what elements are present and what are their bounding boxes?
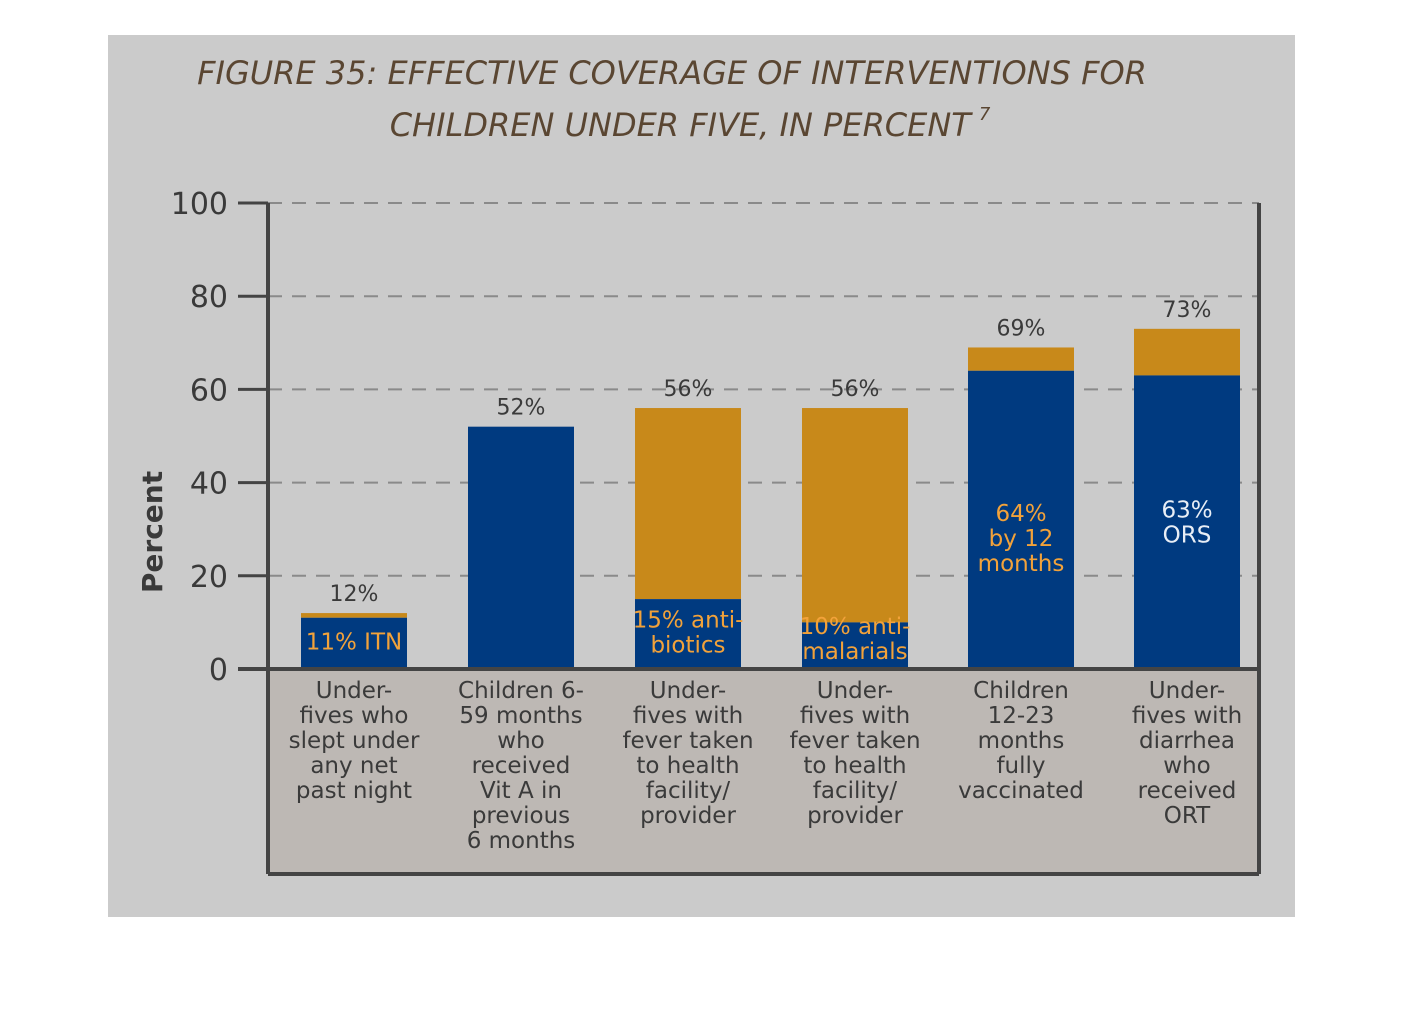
bar-effective-label-line: 15% anti- [633,608,744,634]
x-category-label: Children 6-59 months who received Vit A in p… [458,678,584,854]
x-category-label: Under-fives with fever taken to health faci… [789,678,920,829]
bar-total-label: 52% [497,396,546,421]
bar-effective-label: 15% anti-biotics [633,608,744,659]
x-category-label-line: ORT [1164,803,1211,829]
bar-effective-label-line: ORS [1163,522,1212,548]
x-category-label-line: provider [807,803,903,829]
x-category-label-line: fives with [800,703,910,729]
x-category-label-line: fever taken [622,728,753,754]
x-category-label-line: fully [996,753,1045,779]
x-category-label-line: Under- [650,678,726,704]
bars [301,328,1240,669]
y-tick-label: 20 [190,560,228,595]
bar-total-label: 56% [664,377,713,402]
bar-effective-label-line: malarials [802,639,907,665]
x-category-label-line: Children [973,678,1069,704]
x-category-label-line: fives who [299,703,408,729]
bar-effective-label-line: biotics [650,633,725,659]
plot-panel [268,669,1259,874]
bar-total-label: 56% [831,377,880,402]
x-category-label-line: diarrhea [1139,728,1235,754]
x-category-label: Children 12-23 months fully vaccinated [958,678,1084,804]
x-category-labels: Under-fives who slept under any net past ni… [289,678,1243,854]
bar-labels: 12% 11% ITN 52% 56% 15% anti-biotics 56% 10% a… [306,298,1213,665]
x-category-label-line: facility/ [646,778,731,804]
chart-title-superscript: 7 [979,104,991,125]
chart-title-line2-text: CHILDREN UNDER FIVE, IN PERCENT [390,106,974,144]
x-category-label: Under-fives who slept under any net past ni… [289,678,420,804]
bar-effective-label-line: 64% [995,501,1046,527]
x-category-label: Under-fives with fever taken to health faci… [622,678,753,829]
x-category-label-line: 12-23 [988,703,1055,729]
bar-total-segment [301,613,407,618]
x-category-label-line: slept under [289,728,420,754]
x-category-label-line: to health [803,753,906,779]
bar-effective-segment [301,617,407,669]
y-tick-label: 40 [190,467,228,502]
x-category-label-line: fives with [1132,703,1242,729]
x-category-label-line: vaccinated [958,778,1084,804]
x-category-label-line: Children 6- [458,678,584,704]
x-category-label-line: fives with [633,703,743,729]
y-tick-label: 100 [171,187,228,222]
x-category-label-line: any net [310,753,397,779]
chart-title-line2: CHILDREN UNDER FIVE, IN PERCENT 7 [390,104,991,144]
x-category-label-line: facility/ [813,778,898,804]
gridlines [268,202,1259,577]
bar-effective-segment [802,622,908,669]
y-tick-label: 60 [190,373,228,408]
x-category-label-line: received [1138,778,1237,804]
bar-effective-segment [635,599,741,669]
bar-total-label: 73% [1163,298,1212,323]
bar-effective-label-line: 63% [1161,497,1212,523]
x-category-label-line: months [978,728,1065,754]
axes [238,201,1261,876]
bar-effective-label-line: 10% anti- [800,614,911,640]
x-category-label-line: 59 months [459,703,582,729]
y-axis-label: Percent [136,471,169,593]
bar-effective [468,426,574,669]
x-category-label-line: to health [636,753,739,779]
bar-total-segment [635,408,741,600]
bar-total-label: 69% [997,316,1046,341]
x-category-label-line: Under- [316,678,392,704]
bar-total-segment [802,408,908,623]
bar-effective-label: 63% ORS [1161,497,1212,548]
x-category-label-line: 6 months [467,828,576,854]
x-category-label: Under-fives with diarrhea who received ORT [1132,678,1242,829]
y-tick-labels: 0 20 40 60 80 100 [171,187,228,688]
chart-title-line1: FIGURE 35: EFFECTIVE COVERAGE OF INTERVE… [197,54,1147,92]
bar-effective-label-line: 11% ITN [306,629,402,655]
x-category-label-line: who [1163,753,1210,779]
x-category-label-line: who [497,728,544,754]
y-tick-label: 0 [209,653,228,688]
bar-effective-label-line: by 12 [989,526,1054,552]
bar-effective-segment [1134,375,1240,669]
bar-effective-segment [968,370,1074,669]
y-tick-label: 80 [190,280,228,315]
bar-effective-label: 10% anti-malarials [800,614,911,665]
x-category-label-line: Under- [817,678,893,704]
bar-total-segment [968,347,1074,371]
bar-total-label: 12% [330,582,379,607]
bar-effective-label: 64% by 12 months [978,501,1065,577]
x-category-label-line: fever taken [789,728,920,754]
x-category-label-line: received [472,753,571,779]
x-category-label-line: Under- [1149,678,1225,704]
bar-effective-label-line: months [978,551,1065,577]
bar-total-segment [1134,328,1240,376]
x-category-label-line: Vit A in [480,778,562,804]
bar-effective-label: 11% ITN [306,629,402,655]
x-category-label-line: previous [472,803,570,829]
x-category-label-line: past night [296,778,412,804]
x-category-label-line: provider [640,803,736,829]
